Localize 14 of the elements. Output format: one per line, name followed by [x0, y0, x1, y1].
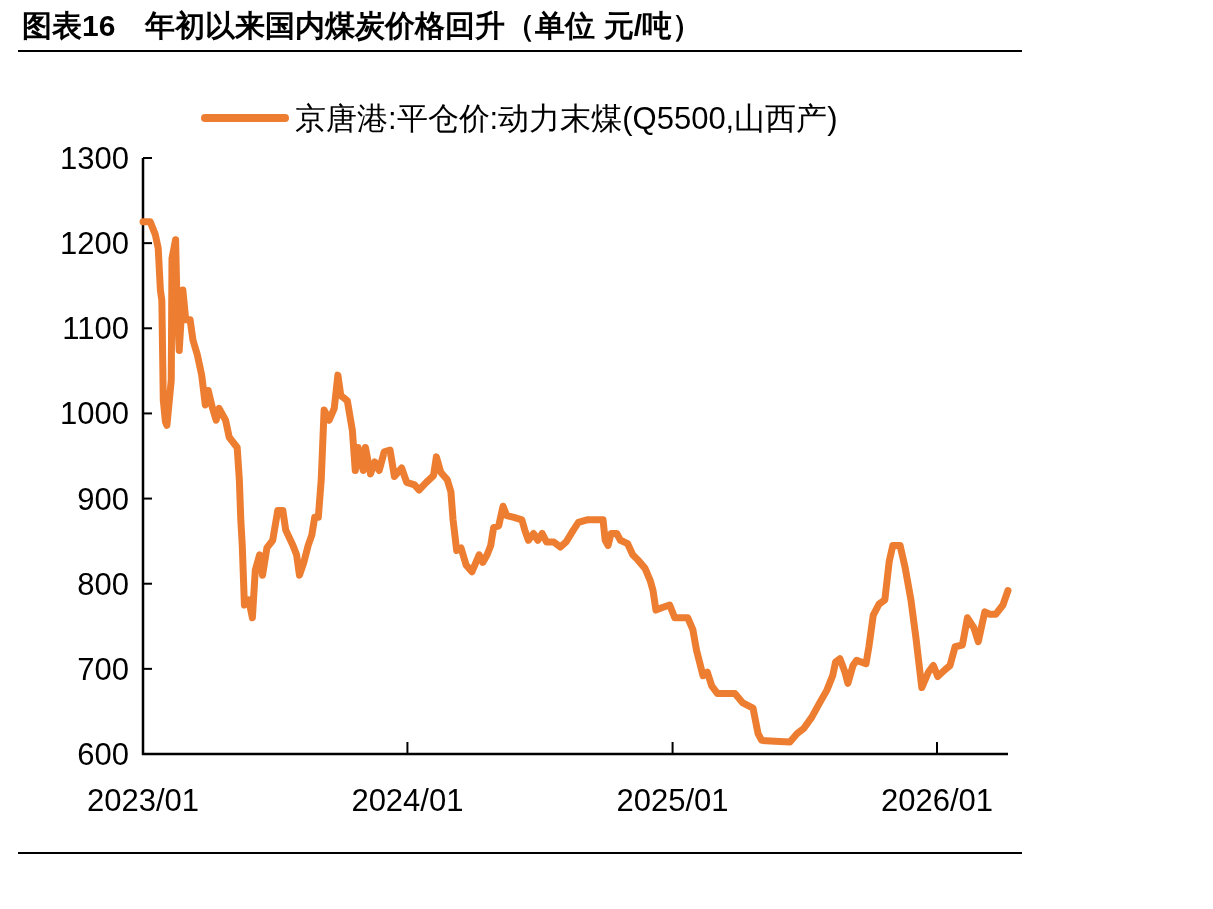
- x-tick-label: 2023/01: [86, 783, 200, 818]
- chart-title: 图表16 年初以来国内煤炭价格回升（单位 元/吨）: [22, 9, 703, 42]
- y-tick-label: 1000: [60, 396, 129, 432]
- x-tick-label: 2025/01: [616, 783, 729, 818]
- y-tick-label: 1100: [62, 311, 129, 347]
- y-tick-label: 600: [77, 737, 129, 772]
- x-tick-label: 2024/01: [351, 783, 464, 818]
- y-tick-label: 1200: [60, 226, 129, 262]
- y-tick-label: 700: [77, 651, 129, 687]
- y-tick-label: 800: [77, 566, 129, 602]
- y-tick-label: 900: [77, 481, 129, 517]
- y-tick-label: 1300: [60, 141, 129, 176]
- x-tick-label: 2026/01: [880, 783, 994, 818]
- legend: 京唐港:平仓价:动力末煤(Q5500,山西产): [201, 101, 838, 136]
